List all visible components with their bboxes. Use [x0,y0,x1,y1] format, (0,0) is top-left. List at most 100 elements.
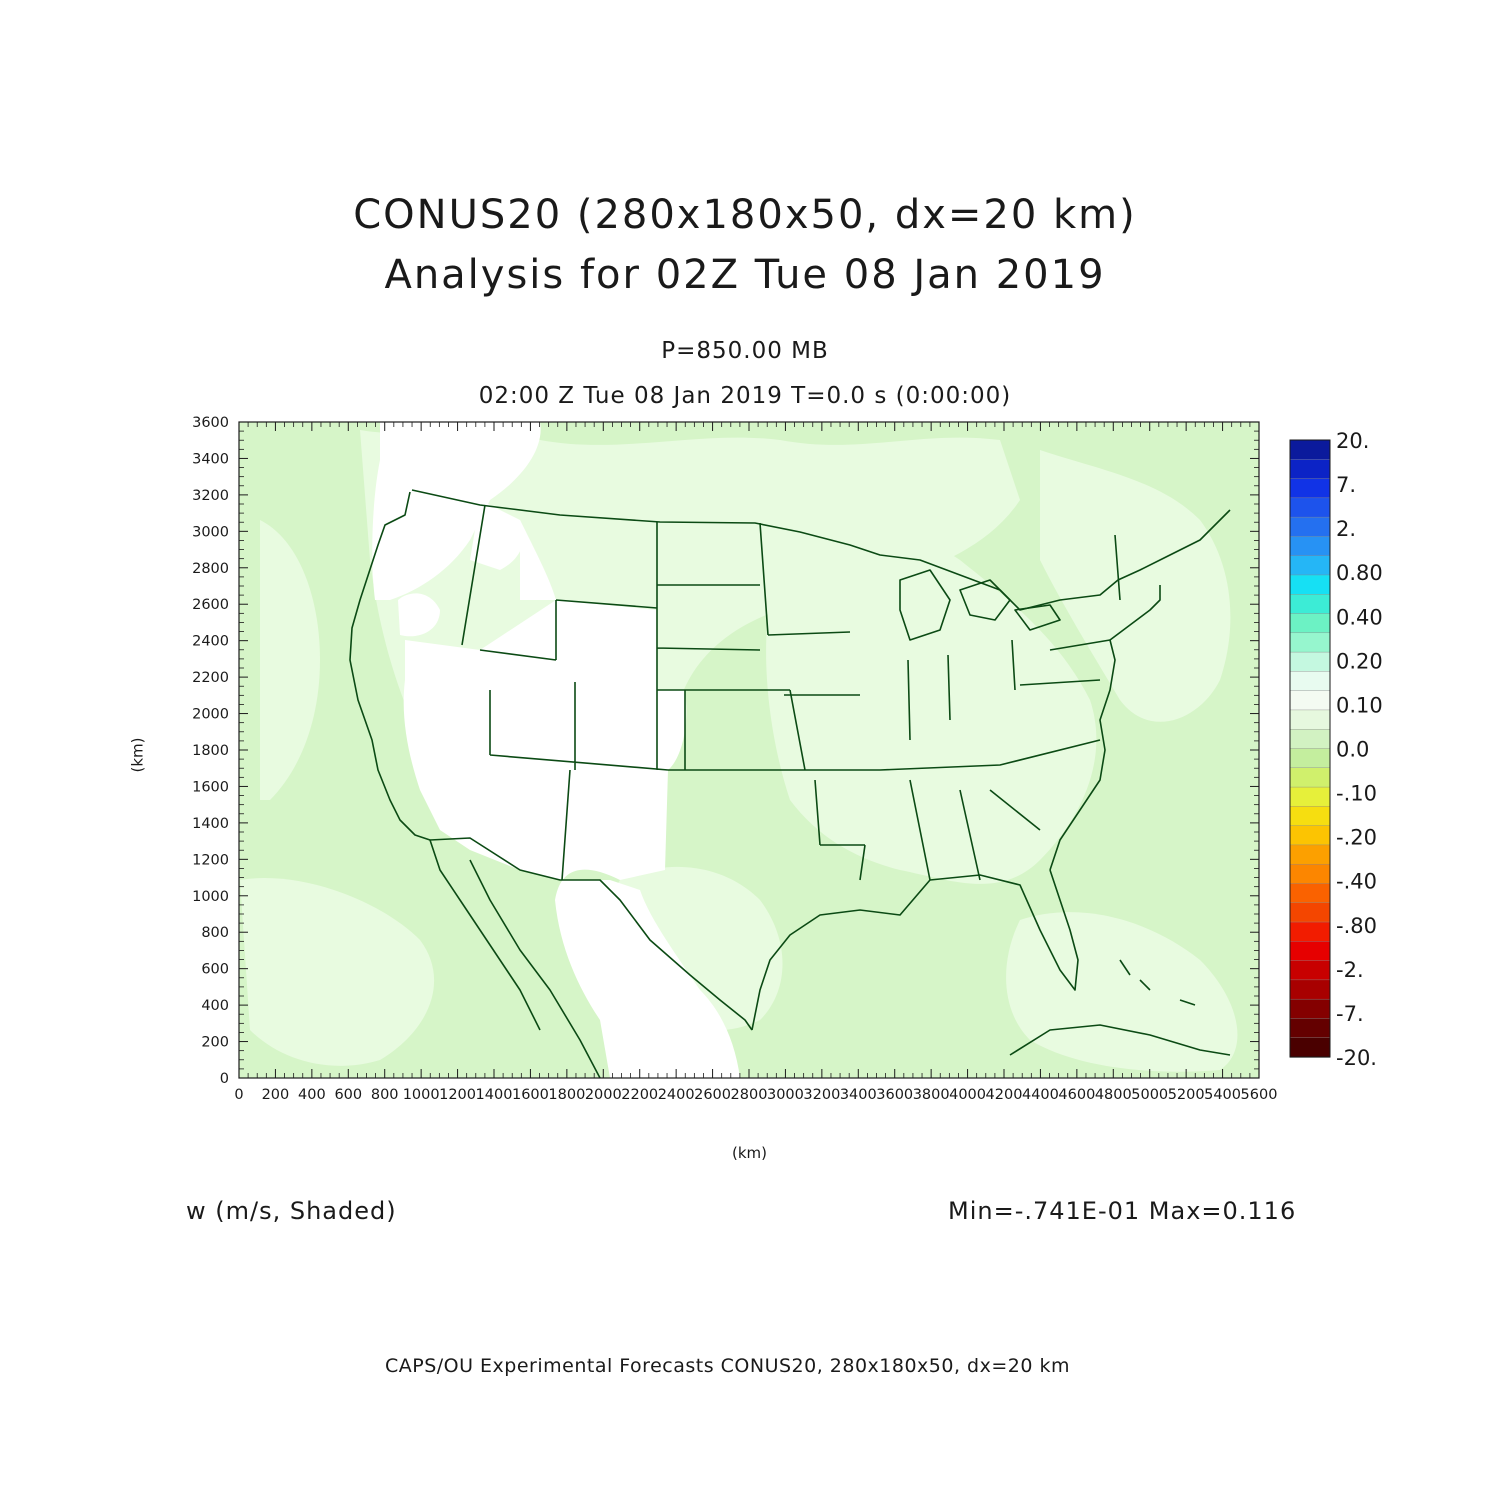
y-tick-label: 3600 [192,415,229,431]
colorbar-label: -20. [1336,1046,1377,1070]
y-tick-label: 2000 [192,707,229,723]
colorbar-label: 20. [1336,429,1369,453]
y-tick-label: 1600 [192,779,229,795]
field-pale-area [766,460,1097,884]
colorbar-swatch [1289,921,1331,943]
footer-credit: CAPS/OU Experimental Forecasts CONUS20, … [384,1355,1071,1377]
colorbar-swatch [1289,555,1331,576]
mexico-west-coast [469,859,601,1078]
x-tick-label: 3200 [803,1087,840,1103]
colorbar-swatch [1289,844,1331,865]
field-zero-area [403,600,740,1078]
x-tick-label: 200 [262,1087,290,1103]
x-tick-label: 5200 [1168,1087,1205,1103]
x-axis-title: (km) [732,1144,768,1162]
cuba-outline [1009,1024,1231,1056]
colorbar-swatch [1289,536,1331,557]
y-tick-label: 2200 [192,670,229,686]
x-tick-label: 5400 [1204,1087,1241,1103]
x-tick-label: 3600 [876,1087,913,1103]
y-tick-label: 0 [220,1071,229,1087]
valid-time-label: 02:00 Z Tue 08 Jan 2019 T=0.0 s (0:00:00… [478,383,1012,409]
field-pale-area [1040,450,1231,722]
colorbar-swatch [1289,1018,1331,1039]
east-coast [1049,585,1161,871]
colorbar-swatch [1289,748,1331,769]
field-zero-area [398,593,440,637]
x-tick-label: 4200 [986,1087,1023,1103]
colorbar-swatch [1289,651,1331,673]
y-tick-label: 3200 [192,488,229,504]
x-tick-label: 800 [371,1087,399,1103]
colorbar-label: 0.40 [1336,605,1383,629]
colorbar-swatch [1289,902,1331,923]
y-tick-label: 1000 [192,889,229,905]
us-canada-border [411,489,1231,611]
y-tick-label: 1800 [192,743,229,759]
field-pale-area [260,520,320,800]
colorbar-swatch [1289,941,1331,962]
y-tick-label: 800 [201,925,229,941]
field-zero-area [520,520,556,600]
y-tick-label: 1400 [192,816,229,832]
us-mexico-border [429,837,753,1031]
x-tick-label: 4000 [949,1087,986,1103]
colorbar-label: 7. [1336,473,1356,497]
state-lines [461,504,1121,881]
great-lakes [899,569,1061,641]
colorbar-label: 0.10 [1336,693,1383,717]
y-tick-label: 600 [201,962,229,978]
colorbar-label: 0.20 [1336,649,1383,673]
colorbar-label: -.40 [1336,870,1377,894]
baja-california [429,839,541,1031]
x-tick-label: 1000 [403,1087,440,1103]
colorbar-swatch [1289,1037,1331,1058]
colorbar-label: -7. [1336,1002,1364,1026]
chart-title-line-2: Analysis for 02Z Tue 08 Jan 2019 [384,252,1106,298]
colorbar-label: 0.80 [1336,561,1383,585]
y-tick-label: 400 [201,998,229,1014]
x-tick-label: 2000 [585,1087,622,1103]
x-tick-label: 3400 [840,1087,877,1103]
west-coast-outline [349,491,431,841]
y-tick-label: 200 [201,1035,229,1051]
colorbar-swatch [1289,863,1331,885]
colorbar-label: 2. [1336,517,1356,541]
colorbar-swatch [1289,825,1331,846]
y-tick-label: 3400 [192,451,229,467]
x-tick-label: 3800 [913,1087,950,1103]
y-tick-label: 3000 [192,524,229,540]
x-tick-label: 600 [334,1087,362,1103]
colorbar-swatch [1289,613,1331,634]
x-tick-label: 1800 [548,1087,585,1103]
x-tick-label: 400 [298,1087,326,1103]
x-axis-ticks: 0 200 400 600 800 1000 1200 1400 1600 1800 2000 220… [234,422,1277,1103]
x-tick-label: 0 [234,1087,243,1103]
colorbar-swatch [1289,998,1331,1020]
x-tick-label: 2800 [731,1087,768,1103]
colorbar-swatch [1289,979,1331,1000]
colorbar-swatch [1289,574,1331,595]
colorbar-swatch [1289,497,1331,518]
gulf-coast [751,869,1079,1031]
x-tick-label: 2600 [694,1087,731,1103]
colorbar-swatch [1289,439,1331,460]
colorbar-label: -2. [1336,958,1364,982]
colorbar-swatch [1289,516,1331,538]
colorbar-label: -.20 [1336,826,1377,850]
colorbar-swatch [1289,459,1331,480]
colorbar-swatch [1289,709,1331,730]
variable-label: w (m/s, Shaded) [186,1197,397,1225]
y-tick-label: 1200 [192,852,229,868]
x-tick-label: 1200 [439,1087,476,1103]
colorbar-swatch [1289,690,1331,711]
y-tick-label: 2800 [192,561,229,577]
field-pale-area [1006,912,1238,1072]
colorbar-swatch [1289,478,1331,499]
y-tick-label: 2400 [192,634,229,650]
colorbar-swatch [1289,767,1331,788]
x-tick-label: 4400 [1022,1087,1059,1103]
colorbar-swatch [1289,883,1331,904]
chart-title-line-1: CONUS20 (280x180x50, dx=20 km) [353,192,1137,238]
